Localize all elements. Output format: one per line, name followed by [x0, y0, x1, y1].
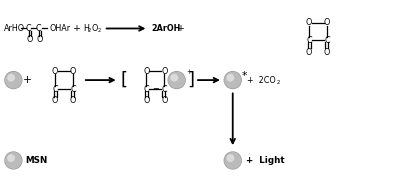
- Text: +  2CO: + 2CO: [247, 76, 276, 85]
- Text: C: C: [324, 36, 330, 45]
- Text: O: O: [70, 67, 76, 76]
- Text: O: O: [143, 96, 150, 105]
- Circle shape: [224, 72, 241, 89]
- Text: C: C: [70, 85, 76, 94]
- Text: O: O: [324, 18, 330, 27]
- Text: C: C: [143, 85, 149, 94]
- Text: MSN: MSN: [25, 156, 48, 165]
- Circle shape: [227, 74, 234, 81]
- Text: O: O: [143, 67, 150, 76]
- Text: 2: 2: [277, 80, 280, 85]
- Circle shape: [171, 74, 178, 81]
- Circle shape: [224, 152, 241, 169]
- Text: O: O: [52, 67, 58, 76]
- Text: C: C: [162, 85, 167, 94]
- Text: ArHO: ArHO: [4, 24, 24, 33]
- Text: O: O: [324, 48, 330, 57]
- Text: [: [: [121, 71, 128, 89]
- Circle shape: [225, 153, 240, 168]
- Text: H: H: [83, 24, 89, 33]
- Text: O: O: [70, 96, 76, 105]
- Circle shape: [6, 153, 21, 168]
- Text: C: C: [36, 24, 41, 33]
- Text: O: O: [306, 18, 312, 27]
- Circle shape: [8, 74, 14, 81]
- Circle shape: [5, 152, 22, 169]
- Circle shape: [225, 72, 240, 88]
- Text: OHAr: OHAr: [49, 24, 70, 33]
- Text: +: +: [186, 69, 191, 75]
- Text: O: O: [306, 48, 312, 57]
- Text: ]: ]: [187, 71, 194, 89]
- Circle shape: [6, 72, 21, 88]
- Text: +  Light: + Light: [246, 156, 285, 165]
- Text: O: O: [37, 35, 43, 44]
- Text: 2: 2: [88, 28, 91, 33]
- Text: +: +: [177, 24, 185, 33]
- Text: C: C: [52, 85, 58, 94]
- Text: −: −: [152, 85, 159, 94]
- Text: O: O: [26, 35, 33, 44]
- Text: *: *: [242, 71, 247, 81]
- Circle shape: [227, 155, 234, 161]
- Circle shape: [8, 155, 14, 161]
- Text: C: C: [26, 24, 32, 33]
- Text: O: O: [52, 96, 58, 105]
- Circle shape: [168, 72, 185, 89]
- Text: +: +: [23, 75, 32, 85]
- Circle shape: [5, 72, 22, 89]
- Circle shape: [169, 72, 184, 88]
- Text: 2: 2: [98, 28, 101, 33]
- Text: C: C: [306, 36, 312, 45]
- Text: +: +: [73, 24, 81, 33]
- Text: O: O: [161, 67, 167, 76]
- Text: O: O: [92, 24, 98, 33]
- Text: 2ArOH: 2ArOH: [151, 24, 181, 33]
- Text: O: O: [161, 96, 167, 105]
